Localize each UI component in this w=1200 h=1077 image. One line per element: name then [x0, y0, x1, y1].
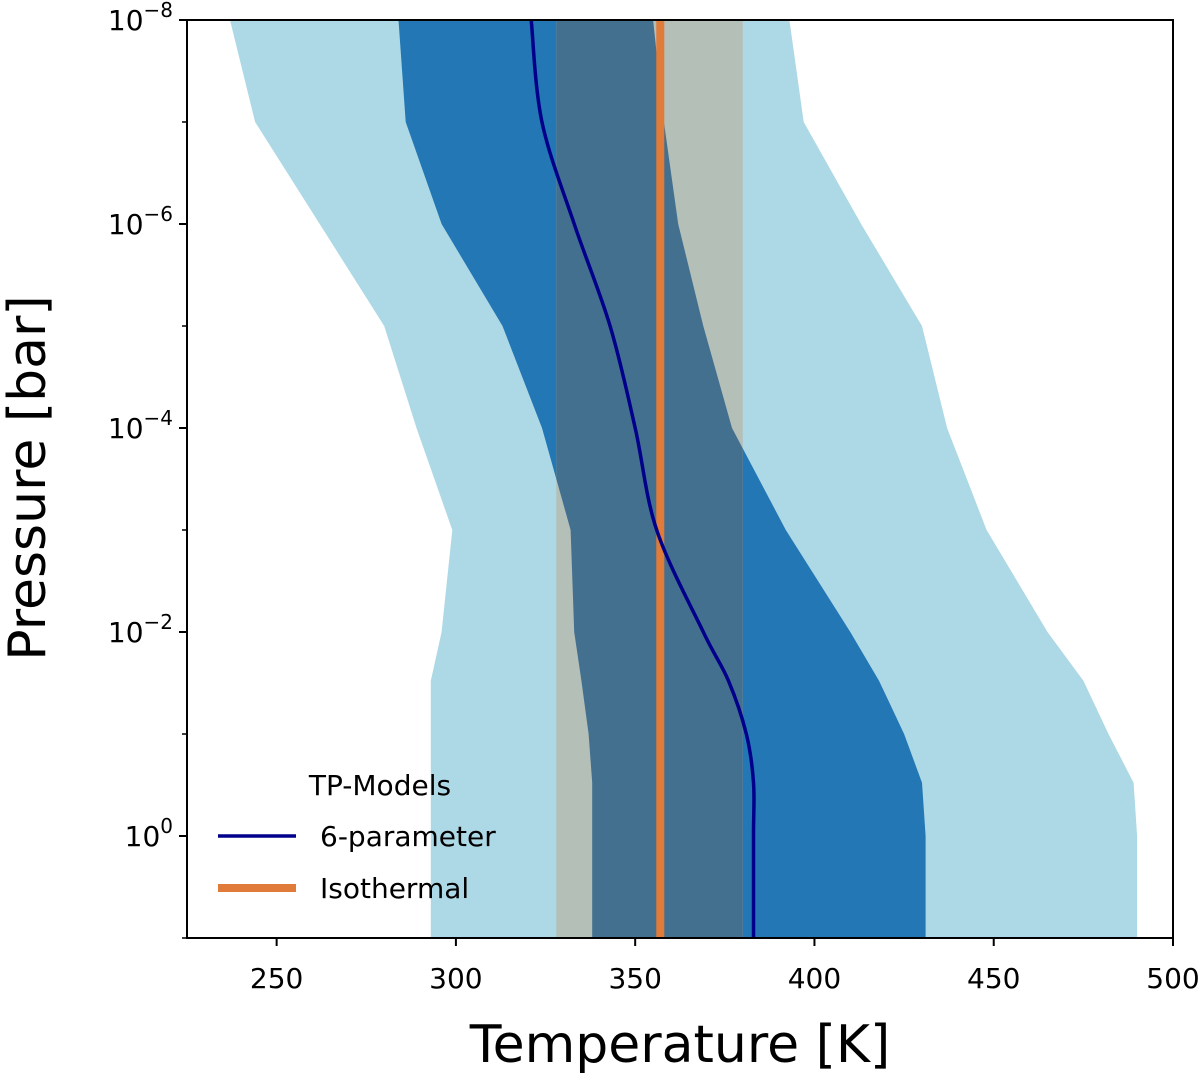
legend-title: TP-Models: [308, 769, 451, 802]
legend: TP-Models 6-parameter Isothermal: [218, 769, 496, 905]
x-tick-label: 350: [608, 962, 661, 995]
y-axis-title: Pressure [bar]: [0, 295, 58, 660]
y-tick-label: 10−4: [108, 406, 173, 445]
legend-label-isothermal: Isothermal: [320, 872, 469, 905]
y-tick-label: 10−2: [108, 610, 173, 649]
axes: 250 300 350 400 450 500 10−8 10−6 10−4 10−2 100: [108, 0, 1200, 995]
band-overlap-region: [556, 20, 743, 938]
plot-area: [230, 20, 1138, 938]
overlap-group: [556, 20, 743, 938]
plot-frame: [186, 19, 1174, 939]
x-tick-label: 450: [967, 962, 1020, 995]
x-tick-label: 400: [788, 962, 841, 995]
six-parameter-line: [529, 20, 756, 938]
x-axis-title: Temperature [K]: [469, 1015, 891, 1075]
y-tick-label: 10−8: [108, 0, 173, 37]
x-tick-label: 300: [429, 962, 482, 995]
y-tick-label: 10−6: [108, 202, 173, 241]
plot-clip-group: [230, 20, 1138, 938]
x-tick-label: 250: [250, 962, 303, 995]
x-tick-label: 500: [1146, 962, 1199, 995]
legend-label-6-parameter: 6-parameter: [320, 820, 496, 853]
y-tick-label: 100: [125, 814, 173, 853]
